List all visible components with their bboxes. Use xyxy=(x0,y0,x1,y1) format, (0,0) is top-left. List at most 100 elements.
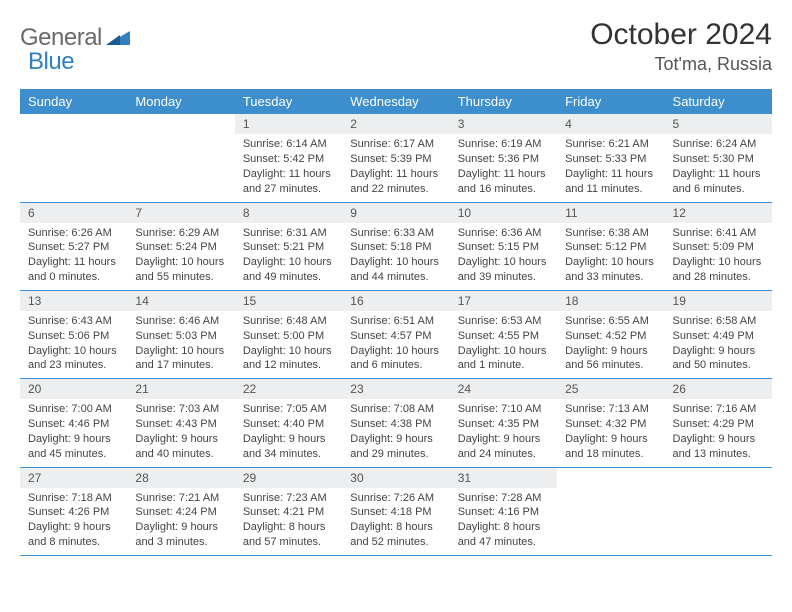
calendar-cell: 29Sunrise: 7:23 AMSunset: 4:21 PMDayligh… xyxy=(235,467,342,555)
day-content: Sunrise: 6:26 AMSunset: 5:27 PMDaylight:… xyxy=(20,223,127,290)
day-content: Sunrise: 7:13 AMSunset: 4:32 PMDaylight:… xyxy=(557,399,664,466)
day-content: Sunrise: 7:05 AMSunset: 4:40 PMDaylight:… xyxy=(235,399,342,466)
calendar-cell xyxy=(665,467,772,555)
day-header: Sunday xyxy=(20,89,127,114)
day-content: Sunrise: 6:19 AMSunset: 5:36 PMDaylight:… xyxy=(450,134,557,201)
day-header: Friday xyxy=(557,89,664,114)
day-content: Sunrise: 7:26 AMSunset: 4:18 PMDaylight:… xyxy=(342,488,449,555)
day-content: Sunrise: 7:08 AMSunset: 4:38 PMDaylight:… xyxy=(342,399,449,466)
calendar-cell: 21Sunrise: 7:03 AMSunset: 4:43 PMDayligh… xyxy=(127,379,234,467)
day-number: 11 xyxy=(557,203,664,223)
calendar-table: SundayMondayTuesdayWednesdayThursdayFrid… xyxy=(20,89,772,556)
calendar-cell: 10Sunrise: 6:36 AMSunset: 5:15 PMDayligh… xyxy=(450,202,557,290)
day-content: Sunrise: 6:48 AMSunset: 5:00 PMDaylight:… xyxy=(235,311,342,378)
day-content: Sunrise: 7:00 AMSunset: 4:46 PMDaylight:… xyxy=(20,399,127,466)
calendar-cell: 5Sunrise: 6:24 AMSunset: 5:30 PMDaylight… xyxy=(665,114,772,202)
calendar-cell: 1Sunrise: 6:14 AMSunset: 5:42 PMDaylight… xyxy=(235,114,342,202)
day-header: Thursday xyxy=(450,89,557,114)
day-number: 4 xyxy=(557,114,664,134)
calendar-cell: 3Sunrise: 6:19 AMSunset: 5:36 PMDaylight… xyxy=(450,114,557,202)
calendar-cell xyxy=(20,114,127,202)
day-number: 15 xyxy=(235,291,342,311)
day-content: Sunrise: 6:53 AMSunset: 4:55 PMDaylight:… xyxy=(450,311,557,378)
day-header: Saturday xyxy=(665,89,772,114)
calendar-week-row: 6Sunrise: 6:26 AMSunset: 5:27 PMDaylight… xyxy=(20,202,772,290)
calendar-cell: 2Sunrise: 6:17 AMSunset: 5:39 PMDaylight… xyxy=(342,114,449,202)
day-header: Monday xyxy=(127,89,234,114)
day-content: Sunrise: 7:23 AMSunset: 4:21 PMDaylight:… xyxy=(235,488,342,555)
logo-text-blue: Blue xyxy=(28,48,74,76)
calendar-cell xyxy=(557,467,664,555)
calendar-cell: 12Sunrise: 6:41 AMSunset: 5:09 PMDayligh… xyxy=(665,202,772,290)
day-content: Sunrise: 6:36 AMSunset: 5:15 PMDaylight:… xyxy=(450,223,557,290)
calendar-cell: 11Sunrise: 6:38 AMSunset: 5:12 PMDayligh… xyxy=(557,202,664,290)
day-number: 31 xyxy=(450,468,557,488)
day-number: 23 xyxy=(342,379,449,399)
calendar-week-row: 13Sunrise: 6:43 AMSunset: 5:06 PMDayligh… xyxy=(20,290,772,378)
calendar-cell: 7Sunrise: 6:29 AMSunset: 5:24 PMDaylight… xyxy=(127,202,234,290)
calendar-cell: 13Sunrise: 6:43 AMSunset: 5:06 PMDayligh… xyxy=(20,290,127,378)
day-content: Sunrise: 7:10 AMSunset: 4:35 PMDaylight:… xyxy=(450,399,557,466)
day-content: Sunrise: 6:46 AMSunset: 5:03 PMDaylight:… xyxy=(127,311,234,378)
logo-mark-icon xyxy=(106,27,130,50)
day-number: 22 xyxy=(235,379,342,399)
calendar-week-row: 1Sunrise: 6:14 AMSunset: 5:42 PMDaylight… xyxy=(20,114,772,202)
day-number: 8 xyxy=(235,203,342,223)
calendar-cell: 18Sunrise: 6:55 AMSunset: 4:52 PMDayligh… xyxy=(557,290,664,378)
day-content: Sunrise: 6:33 AMSunset: 5:18 PMDaylight:… xyxy=(342,223,449,290)
calendar-cell: 20Sunrise: 7:00 AMSunset: 4:46 PMDayligh… xyxy=(20,379,127,467)
calendar-cell: 31Sunrise: 7:28 AMSunset: 4:16 PMDayligh… xyxy=(450,467,557,555)
day-number: 28 xyxy=(127,468,234,488)
day-content: Sunrise: 6:41 AMSunset: 5:09 PMDaylight:… xyxy=(665,223,772,290)
calendar-cell: 22Sunrise: 7:05 AMSunset: 4:40 PMDayligh… xyxy=(235,379,342,467)
calendar-cell: 25Sunrise: 7:13 AMSunset: 4:32 PMDayligh… xyxy=(557,379,664,467)
day-content: Sunrise: 7:28 AMSunset: 4:16 PMDaylight:… xyxy=(450,488,557,555)
calendar-cell: 14Sunrise: 6:46 AMSunset: 5:03 PMDayligh… xyxy=(127,290,234,378)
calendar-cell: 24Sunrise: 7:10 AMSunset: 4:35 PMDayligh… xyxy=(450,379,557,467)
day-content: Sunrise: 7:16 AMSunset: 4:29 PMDaylight:… xyxy=(665,399,772,466)
calendar-cell: 26Sunrise: 7:16 AMSunset: 4:29 PMDayligh… xyxy=(665,379,772,467)
calendar-head: SundayMondayTuesdayWednesdayThursdayFrid… xyxy=(20,89,772,114)
day-number: 30 xyxy=(342,468,449,488)
header: General October 2024 Tot'ma, Russia xyxy=(20,18,772,75)
day-content: Sunrise: 6:14 AMSunset: 5:42 PMDaylight:… xyxy=(235,134,342,201)
day-number: 9 xyxy=(342,203,449,223)
calendar-cell: 27Sunrise: 7:18 AMSunset: 4:26 PMDayligh… xyxy=(20,467,127,555)
day-number: 14 xyxy=(127,291,234,311)
calendar-cell: 23Sunrise: 7:08 AMSunset: 4:38 PMDayligh… xyxy=(342,379,449,467)
day-number: 16 xyxy=(342,291,449,311)
day-content: Sunrise: 6:17 AMSunset: 5:39 PMDaylight:… xyxy=(342,134,449,201)
day-number: 25 xyxy=(557,379,664,399)
day-number: 12 xyxy=(665,203,772,223)
calendar-cell: 17Sunrise: 6:53 AMSunset: 4:55 PMDayligh… xyxy=(450,290,557,378)
day-content: Sunrise: 6:43 AMSunset: 5:06 PMDaylight:… xyxy=(20,311,127,378)
day-number: 13 xyxy=(20,291,127,311)
day-content: Sunrise: 6:55 AMSunset: 4:52 PMDaylight:… xyxy=(557,311,664,378)
day-content: Sunrise: 6:24 AMSunset: 5:30 PMDaylight:… xyxy=(665,134,772,201)
day-number: 5 xyxy=(665,114,772,134)
calendar-cell: 4Sunrise: 6:21 AMSunset: 5:33 PMDaylight… xyxy=(557,114,664,202)
month-title: October 2024 xyxy=(590,18,772,52)
day-header-row: SundayMondayTuesdayWednesdayThursdayFrid… xyxy=(20,89,772,114)
calendar-week-row: 20Sunrise: 7:00 AMSunset: 4:46 PMDayligh… xyxy=(20,379,772,467)
calendar-cell: 16Sunrise: 6:51 AMSunset: 4:57 PMDayligh… xyxy=(342,290,449,378)
day-number: 18 xyxy=(557,291,664,311)
day-number: 10 xyxy=(450,203,557,223)
logo-line2: Blue xyxy=(28,48,74,76)
day-number: 2 xyxy=(342,114,449,134)
day-number: 26 xyxy=(665,379,772,399)
calendar-cell: 8Sunrise: 6:31 AMSunset: 5:21 PMDaylight… xyxy=(235,202,342,290)
day-header: Tuesday xyxy=(235,89,342,114)
day-content: Sunrise: 6:58 AMSunset: 4:49 PMDaylight:… xyxy=(665,311,772,378)
day-content: Sunrise: 7:21 AMSunset: 4:24 PMDaylight:… xyxy=(127,488,234,555)
day-number: 21 xyxy=(127,379,234,399)
calendar-cell xyxy=(127,114,234,202)
day-number: 27 xyxy=(20,468,127,488)
calendar-cell: 9Sunrise: 6:33 AMSunset: 5:18 PMDaylight… xyxy=(342,202,449,290)
day-number: 17 xyxy=(450,291,557,311)
day-content: Sunrise: 7:18 AMSunset: 4:26 PMDaylight:… xyxy=(20,488,127,555)
day-number: 1 xyxy=(235,114,342,134)
day-number: 7 xyxy=(127,203,234,223)
calendar-cell: 28Sunrise: 7:21 AMSunset: 4:24 PMDayligh… xyxy=(127,467,234,555)
calendar-cell: 30Sunrise: 7:26 AMSunset: 4:18 PMDayligh… xyxy=(342,467,449,555)
